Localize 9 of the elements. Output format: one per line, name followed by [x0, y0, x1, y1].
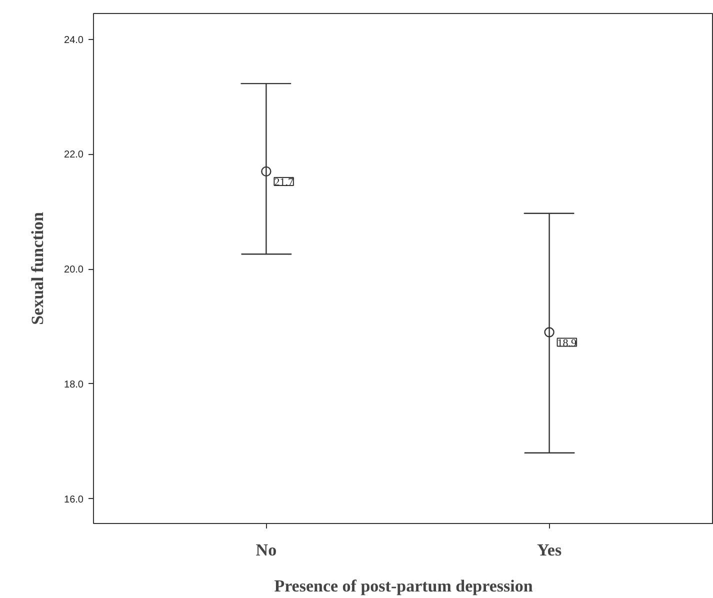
- x-tick-label: Yes: [537, 540, 562, 560]
- y-tick-label: 24.0: [64, 34, 84, 46]
- x-axis-title: Presence of post-partum depression: [274, 576, 534, 596]
- y-axis-title: Sexual function: [28, 212, 48, 325]
- y-tick-label: 22.0: [64, 150, 84, 161]
- y-tick-label: 18.0: [64, 379, 84, 390]
- y-tick-label: 16.0: [64, 494, 84, 506]
- y-tick-label: 20.0: [64, 264, 84, 276]
- x-tick-label: No: [256, 540, 277, 560]
